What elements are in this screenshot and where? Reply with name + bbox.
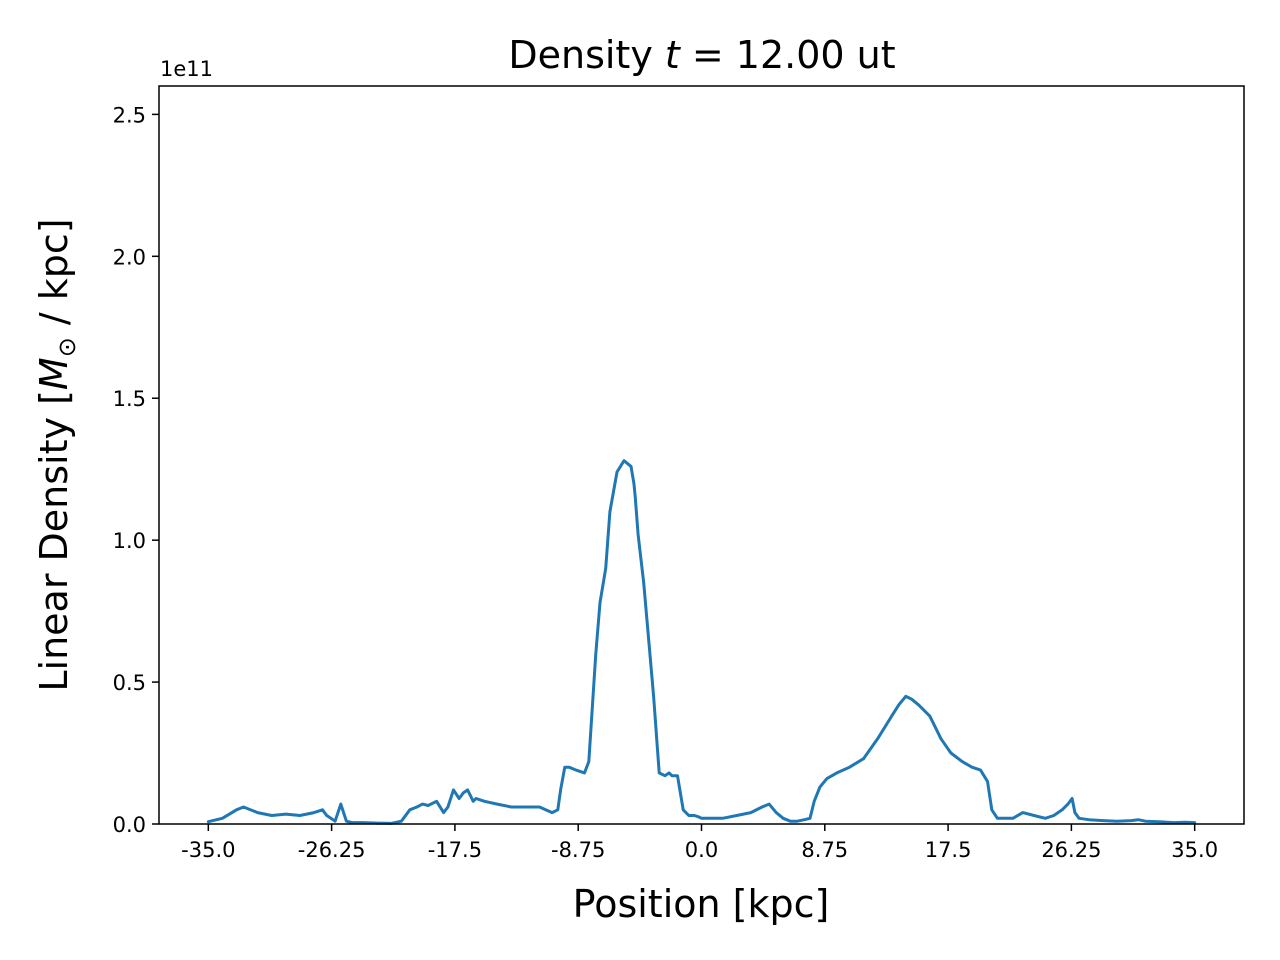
y-tick-label: 1.0 [113,529,146,553]
x-axis-ticks: -35.0 -26.25 -17.5 -8.75 0.0 8.75 17.5 26.25 35.… [181,824,1218,862]
chart-title: Density t = 12.00 ut [508,33,895,77]
y-axis-label: Linear Density [M⊙ / kpc] [32,218,81,691]
ylabel-subscript: ⊙ [53,337,81,357]
y-tick-label: 0.0 [113,813,146,837]
y-tick-label: 0.5 [113,671,146,695]
x-tick-label: -35.0 [181,838,235,862]
x-tick-label: 35.0 [1171,838,1218,862]
x-tick-label: 8.75 [801,838,848,862]
x-tick-label: -26.25 [298,838,366,862]
title-variable: t [665,33,682,77]
y-tick-label: 2.0 [113,245,146,269]
y-axis-ticks: 0.0 0.5 1.0 1.5 2.0 2.5 [113,103,159,837]
plot-area [206,459,1197,825]
x-tick-label: -8.75 [551,838,605,862]
x-axis-label: Position [kpc] [573,882,830,926]
y-offset-label: 1e11 [160,57,213,81]
ylabel-variable: M [32,357,76,390]
x-tick-label: 0.0 [685,838,718,862]
y-tick-label: 1.5 [113,387,146,411]
x-tick-label: 17.5 [925,838,972,862]
y-tick-label: 2.5 [113,103,146,127]
x-tick-label: -17.5 [428,838,482,862]
x-tick-label: 26.25 [1041,838,1101,862]
density-series-line [206,459,1197,825]
